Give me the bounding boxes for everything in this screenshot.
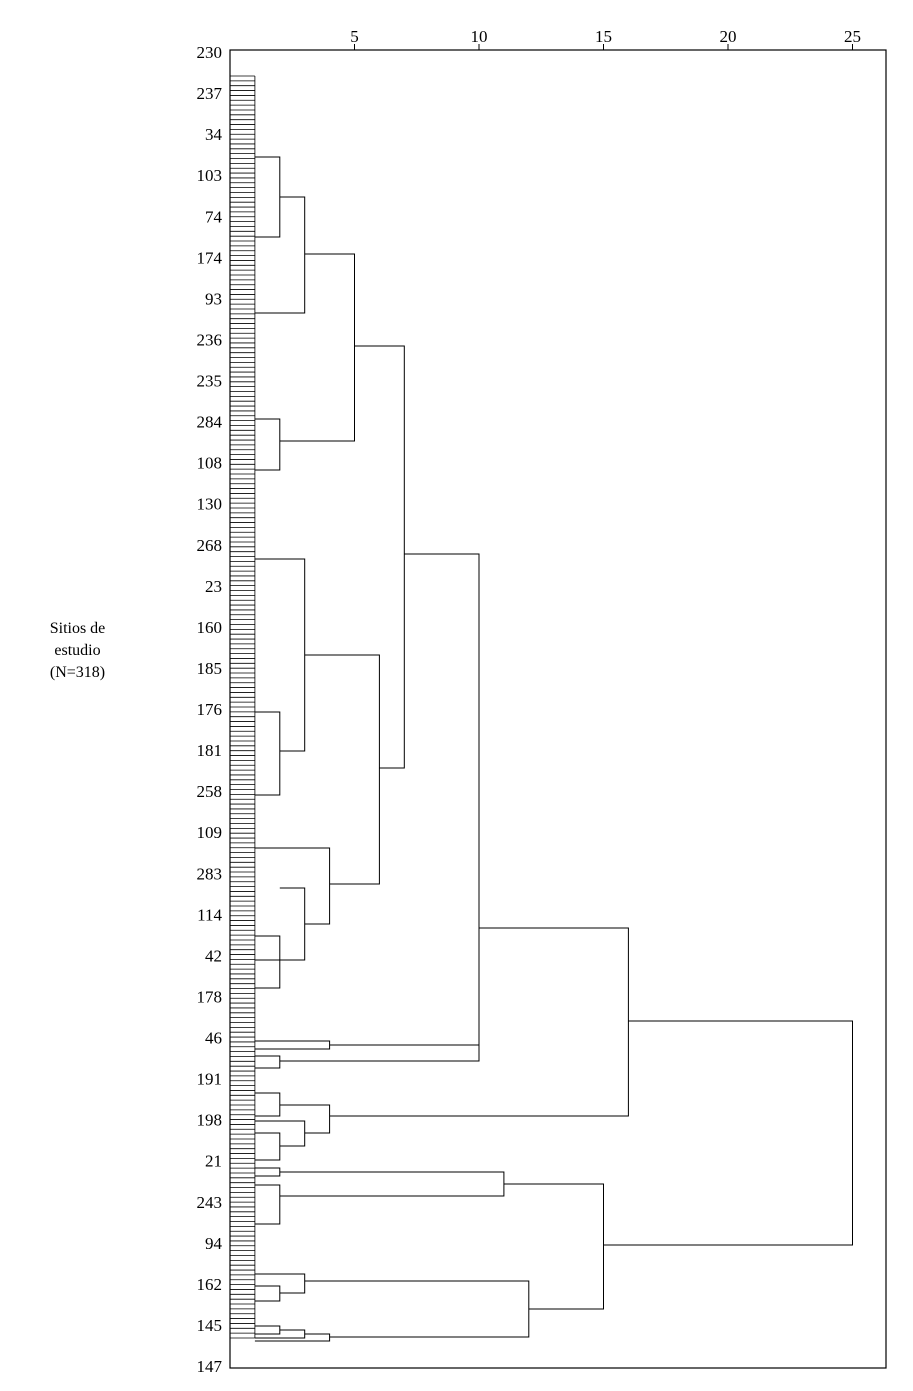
leaf-label: 21 bbox=[205, 1152, 222, 1171]
merge-link-h1 bbox=[254, 1167, 281, 1177]
leaf-label: 258 bbox=[197, 782, 223, 801]
leaf-label: 74 bbox=[205, 207, 223, 226]
leaf-label: 191 bbox=[197, 1070, 223, 1089]
merge-link-h2 bbox=[254, 1184, 281, 1225]
merge-link-e1 bbox=[254, 1040, 331, 1050]
leaf-label: 198 bbox=[197, 1111, 223, 1130]
merge-link-b5 bbox=[254, 847, 331, 925]
merge-link-e2 bbox=[254, 1055, 281, 1069]
plot-frame bbox=[229, 49, 887, 1369]
leaf-label: 176 bbox=[197, 700, 223, 719]
leaf-label: 162 bbox=[197, 1275, 223, 1294]
leaf-labels: 230 237 34 103 74 174 93 236 235 284 108 130 268 23 16… bbox=[197, 43, 223, 1376]
leaf-label: 93 bbox=[205, 289, 222, 308]
leaf-label: 268 bbox=[197, 536, 223, 555]
leaf-label: 109 bbox=[197, 823, 223, 842]
leaf-label: 237 bbox=[197, 84, 223, 103]
leaf-label: 181 bbox=[197, 741, 223, 760]
merge-link-a3 bbox=[254, 418, 281, 471]
x-tick-label-15: 15 bbox=[595, 27, 612, 46]
leaf-label: 46 bbox=[205, 1029, 222, 1048]
leaf-label: 185 bbox=[197, 659, 223, 678]
leaf-label: 284 bbox=[197, 413, 223, 432]
leaf-label: 130 bbox=[197, 495, 223, 514]
merge-link-root bbox=[603, 1020, 853, 1246]
x-tick-label-10: 10 bbox=[471, 27, 488, 46]
merge-link-b3 bbox=[254, 935, 281, 989]
merge-link-d1 bbox=[404, 553, 480, 1053]
leaf-label: 94 bbox=[205, 1234, 223, 1253]
leaf-label: 174 bbox=[197, 248, 223, 267]
merge-link-i1 bbox=[254, 1285, 281, 1302]
leaf-label: 236 bbox=[197, 330, 223, 349]
leaf-label: 103 bbox=[197, 166, 223, 185]
leaf-label: 145 bbox=[197, 1316, 223, 1335]
merge-link-f2 bbox=[254, 1132, 281, 1161]
merge-link-i6 bbox=[304, 1280, 530, 1338]
merge-link-i2 bbox=[254, 1273, 306, 1294]
y-axis-title-line-3: (N=318) bbox=[49, 664, 106, 681]
leaf-label: 283 bbox=[197, 864, 223, 883]
merge-link-f4 bbox=[279, 1104, 331, 1134]
merge-link-j1 bbox=[503, 1183, 604, 1310]
leaf-label: 34 bbox=[205, 125, 223, 144]
y-axis-title-line-1: Sitios de bbox=[49, 620, 106, 637]
leaf-label: 178 bbox=[197, 987, 223, 1006]
leaf-label: 147 bbox=[197, 1357, 223, 1376]
leaf-label: 42 bbox=[205, 946, 222, 965]
x-tick-label-20: 20 bbox=[720, 27, 737, 46]
merge-link-a4 bbox=[279, 253, 355, 442]
leaf-label: 243 bbox=[197, 1193, 223, 1212]
merge-link-e3 bbox=[279, 1044, 480, 1062]
dendrogram-links bbox=[254, 156, 853, 1342]
merge-link-g1 bbox=[329, 927, 629, 1117]
leaf-label: 23 bbox=[205, 577, 222, 596]
merge-link-b1 bbox=[254, 711, 281, 796]
x-tick-label-5: 5 bbox=[350, 27, 359, 46]
y-axis-title: Sitios de estudio (N=318) bbox=[20, 618, 135, 684]
merge-link-c1 bbox=[354, 345, 405, 769]
leaf-label: 235 bbox=[197, 372, 223, 391]
leaf-label: 108 bbox=[197, 454, 223, 473]
x-tick-label-25: 25 bbox=[844, 27, 861, 46]
merge-link-f1 bbox=[254, 1092, 281, 1117]
x-axis-ticks: 5 10 15 20 25 bbox=[350, 27, 861, 50]
leaf-stubs bbox=[230, 75, 256, 1339]
y-axis-title-line-2: estudio bbox=[54, 642, 101, 659]
merge-link-i3 bbox=[254, 1325, 281, 1335]
merge-link-b6 bbox=[304, 654, 380, 885]
leaf-label: 114 bbox=[197, 905, 222, 924]
merge-link-a2 bbox=[254, 196, 306, 314]
leaf-label: 230 bbox=[197, 43, 223, 62]
merge-link-a1 bbox=[254, 156, 281, 238]
merge-link-h3 bbox=[279, 1171, 505, 1197]
leaf-label: 160 bbox=[197, 618, 223, 637]
